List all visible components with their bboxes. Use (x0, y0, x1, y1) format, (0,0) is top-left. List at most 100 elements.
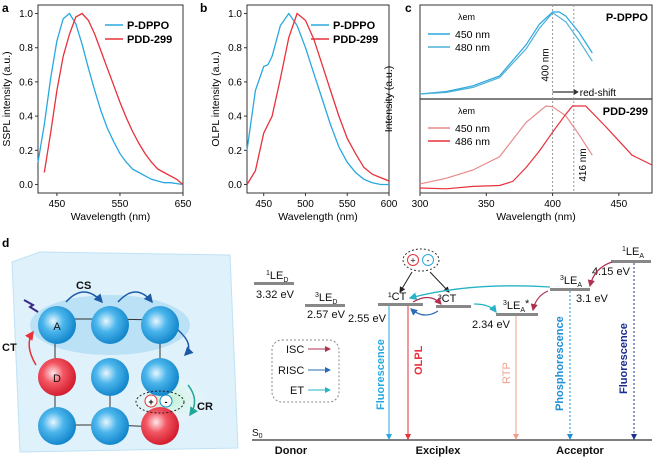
y-tick-label: 0.0 (228, 180, 242, 191)
energy-1LED: 3.32 eV (256, 289, 295, 301)
acceptor-sphere (91, 407, 129, 445)
column-exciplex: Exciplex (416, 445, 462, 457)
level-3CT: ³CT (438, 293, 457, 305)
transition-fluorescence-exciplex: Fluorescence (375, 339, 387, 410)
label-A: A (53, 321, 61, 333)
series-line (419, 105, 653, 190)
y-tick-label: 0.8 (228, 43, 242, 54)
y-tick-label: 1.0 (228, 9, 242, 20)
energy-3LED: 2.57 eV (307, 309, 346, 321)
label-CS: CS (76, 280, 91, 292)
acceptor-sphere (91, 358, 129, 396)
column-donor: Donor (275, 445, 308, 457)
y-axis-label: SSPL intensity (a.u.) (1, 51, 13, 146)
minus-charge: - (165, 397, 168, 407)
transition-phosphorescence: Phosphorescence (554, 316, 566, 411)
x-tick-label: 550 (339, 199, 356, 210)
series-line (419, 11, 593, 95)
y-tick-label: 0.2 (228, 146, 242, 157)
x-tick-label: 400 (544, 199, 561, 210)
donor-sphere (38, 358, 76, 396)
x-axis-label: Wavelength (nm) (496, 211, 576, 223)
series-line (419, 12, 593, 95)
legend-title: λem (458, 12, 475, 22)
y-axis-label: OLPL intensity (a.u.) (210, 51, 222, 146)
level-1CT: ¹CT (388, 291, 407, 303)
legend-label: P-DPPO (333, 20, 376, 32)
acceptor-sphere (38, 407, 76, 445)
series-line (419, 105, 593, 185)
label-D: D (53, 373, 61, 385)
level-3LEA-star: 3LEA* (503, 298, 530, 314)
cube-illustration: A D CS CT CR + - (2, 251, 239, 453)
pair-minus: - (427, 256, 430, 266)
x-tick-label: 350 (478, 199, 495, 210)
y-tick-label: 1.0 (19, 9, 33, 20)
pair-plus: + (410, 256, 415, 266)
x-tick-label: 300 (412, 199, 429, 210)
legend-risc: RISC (278, 365, 304, 377)
energy-diagram: S0 Donor Exciplex Acceptor 1LED 3.32 eV … (252, 246, 652, 457)
transition-rtp: RTP (501, 362, 513, 384)
level-3LED: 3LED (315, 292, 337, 306)
level-1LED: 1LED (266, 270, 288, 284)
ground-state-label: S0 (252, 428, 263, 440)
energy-1LEA: 4.15 eV (592, 266, 631, 278)
y-tick-label: 0.6 (19, 77, 33, 88)
y-axis-label: Intensity (a.u.) (383, 66, 395, 133)
panel-label-c: c (405, 1, 412, 15)
column-acceptor: Acceptor (556, 445, 604, 457)
x-axis-label: Wavelength (nm) (278, 211, 358, 223)
legend-label: 486 nm (455, 136, 490, 148)
series-line-pdd-299 (246, 12, 390, 185)
acceptor-sphere (141, 358, 179, 396)
series-line-p-dppo (246, 12, 389, 186)
series-line-pdd-299 (43, 12, 184, 186)
energy-1CT: 2.55 eV (348, 313, 387, 325)
legend-label: 450 nm (455, 123, 490, 135)
annotation-400nm: 400 nm (541, 48, 552, 81)
level-3LEA: 3LEA (560, 275, 582, 289)
energy-3LEA-star: 2.34 eV (472, 319, 511, 331)
acceptor-sphere (141, 306, 179, 344)
legend-label: PDD-299 (127, 34, 172, 46)
plot-frame (37, 4, 184, 194)
subplot-label: P-DPPO (606, 12, 649, 24)
x-tick-label: 450 (611, 199, 628, 210)
y-tick-label: 0.4 (19, 112, 33, 123)
transition-fluorescence-acceptor: Fluorescence (618, 323, 630, 394)
legend-label: P-DPPO (127, 20, 170, 32)
panel-label-d: d (2, 236, 9, 250)
y-tick-label: 0.8 (19, 43, 33, 54)
annotation-416nm: 416 nm (578, 148, 589, 181)
y-tick-label: 0.2 (19, 146, 33, 157)
label-CT: CT (2, 342, 17, 354)
panel-label-b: b (200, 1, 207, 15)
y-tick-label: 0.6 (228, 77, 242, 88)
transition-olpl: OLPL (413, 345, 425, 375)
plot-frame (246, 4, 390, 194)
chart-b: 450 500 550 600 Wavelength (nm) OLPL intensit… (210, 4, 398, 223)
acceptor-sphere (38, 306, 76, 344)
x-tick-label: 650 (175, 199, 192, 210)
acceptor-sphere (91, 306, 129, 344)
y-tick-label: 0.0 (19, 180, 33, 191)
level-1LEA: 1LEA (622, 246, 644, 260)
legend-et: ET (290, 385, 304, 397)
y-tick-label: 0.4 (228, 112, 242, 123)
x-tick-label: 450 (49, 199, 66, 210)
series-line-p-dppo (37, 12, 184, 186)
label-CR: CR (197, 401, 213, 413)
legend-label: 450 nm (455, 29, 490, 41)
x-tick-label: 600 (381, 199, 398, 210)
panel-label-a: a (2, 1, 9, 15)
red-shift-arrowhead (573, 89, 579, 95)
x-tick-label: 550 (112, 199, 129, 210)
chart-c: 300 350 400 450 Wavelength (nm) Intensity (a.… (383, 4, 653, 223)
legend-isc: ISC (286, 344, 304, 356)
donor-sphere (141, 407, 179, 445)
energy-3LEA: 3.1 eV (576, 293, 608, 305)
legend-label: 480 nm (455, 42, 490, 54)
x-tick-label: 500 (297, 199, 314, 210)
